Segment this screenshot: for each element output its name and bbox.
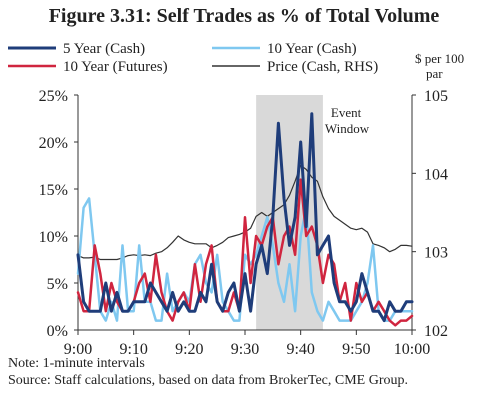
series-line-0 — [76, 112, 414, 323]
legend: 5 Year (Cash) 10 Year (Cash) 10 Year (Futu… — [8, 41, 378, 75]
y-left-tick-label: 25% — [39, 88, 68, 105]
y-left-tick-label: 0% — [47, 323, 68, 340]
x-tick-label: 9:30 — [231, 341, 259, 358]
legend-label: Price (Cash, RHS) — [267, 59, 378, 75]
x-tick-label: 9:40 — [286, 341, 314, 358]
legend-label: 10 Year (Cash) — [267, 41, 357, 57]
y-left-tick-label: 20% — [39, 135, 68, 152]
series-line-3 — [77, 164, 413, 261]
event-window-label: Window — [325, 121, 370, 136]
axes — [74, 94, 416, 335]
y-right-tick-label: 105 — [424, 88, 448, 105]
y-right-tick-label: 102 — [424, 323, 448, 340]
y-right-axis-label: par — [426, 66, 443, 81]
series-line-1 — [76, 197, 414, 322]
legend-label: 10 Year (Futures) — [63, 59, 168, 75]
event-window-label: Event — [331, 105, 362, 120]
y-right-tick-label: 104 — [424, 166, 448, 183]
x-tick-label: 9:10 — [119, 341, 147, 358]
source-text: Source: Staff calculations, based on dat… — [8, 373, 408, 388]
x-tick-label: 10:00 — [394, 341, 430, 358]
axis-labels: 9:00 9:10 9:20 9:30 9:40 9:50 10:00 0% 5% 10% 15% 2… — [39, 51, 464, 358]
y-right-axis-label: $ per 100 — [415, 51, 464, 66]
note-text: Note: 1-minute intervals — [8, 356, 145, 371]
x-tick-label: 9:20 — [175, 341, 203, 358]
y-left-tick-label: 10% — [39, 229, 68, 246]
chart-title: Figure 3.31: Self Trades as % of Total V… — [48, 5, 440, 27]
x-tick-label: 9:00 — [64, 341, 92, 358]
legend-label: 5 Year (Cash) — [63, 41, 145, 57]
y-left-tick-label: 15% — [39, 182, 68, 199]
series-lines — [76, 112, 414, 327]
y-left-tick-label: 5% — [47, 276, 68, 293]
y-right-tick-label: 103 — [424, 245, 448, 262]
x-tick-label: 9:50 — [342, 341, 370, 358]
